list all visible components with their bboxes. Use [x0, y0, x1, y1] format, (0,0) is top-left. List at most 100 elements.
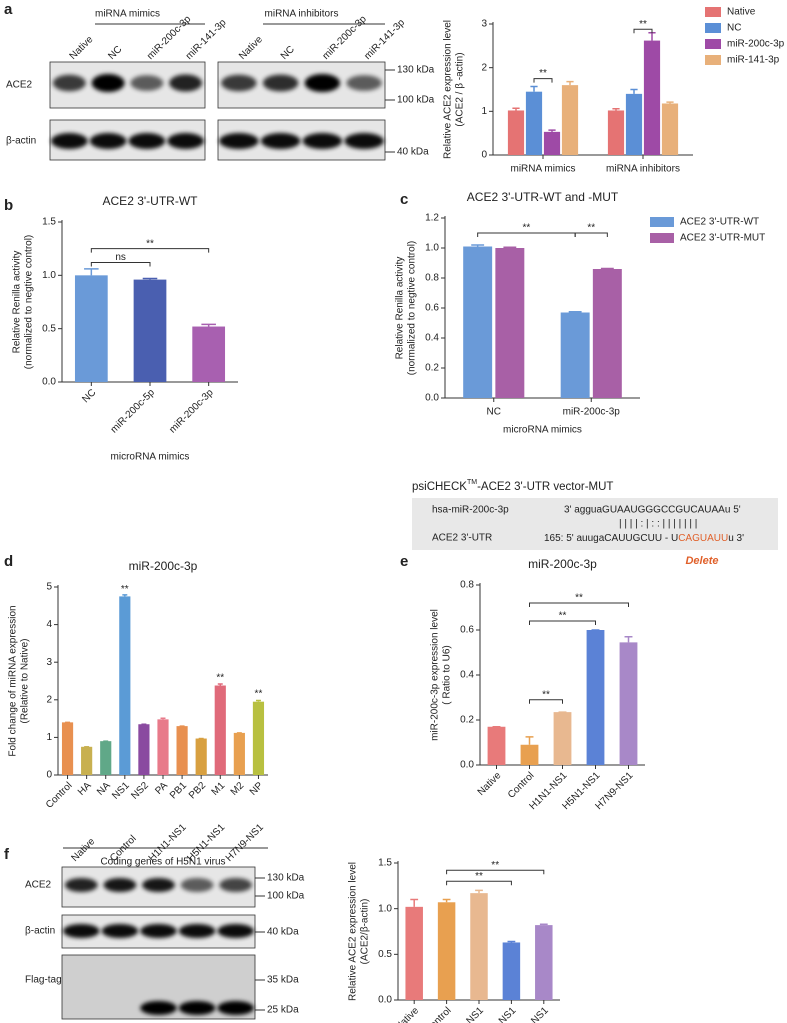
significance-label: ** [539, 68, 547, 79]
error-bar [525, 736, 534, 745]
y-axis-label: Relative Renilla activity [12, 251, 23, 354]
panel-label: f [4, 846, 10, 863]
y-tick-label: 4 [46, 619, 52, 630]
blot-band [302, 133, 343, 149]
y-tick-label: 1.5 [378, 858, 392, 869]
lane-label: NC [279, 44, 297, 62]
bar [507, 110, 525, 155]
bar [625, 93, 643, 155]
bar [138, 724, 150, 775]
significance-label: ** [475, 871, 483, 882]
blot-band [167, 133, 205, 149]
chart-title: ACE2 3'-UTR-WT and -MUT [467, 190, 619, 204]
bar [661, 103, 679, 155]
y-axis-label: ( Ratio to U6) [442, 645, 453, 704]
y-tick-label: 1 [46, 732, 52, 743]
sequence-box [412, 498, 778, 550]
y-axis-label: (normalized to negtive control) [24, 235, 35, 370]
blot-band [221, 74, 257, 92]
y-tick-label: 0.6 [460, 625, 474, 636]
row-label: β-actin [25, 926, 55, 937]
y-tick-label: 0.4 [460, 670, 474, 681]
seq-part: 165: 5' auugaCAUUGCUU - U [544, 533, 678, 544]
legend-swatch [650, 217, 674, 227]
y-tick-label: 0.2 [425, 363, 439, 374]
bar [535, 925, 553, 1000]
blot-band [101, 924, 139, 938]
group-label: miRNA inhibitors [265, 9, 339, 20]
marker-label: 130 kDa [267, 873, 305, 884]
bar [561, 85, 579, 155]
significance-label: ** [559, 611, 567, 622]
seq-label: ACE2 3'-UTR [432, 533, 492, 544]
y-tick-label: 0 [481, 150, 487, 161]
bar [463, 246, 493, 398]
legend-label: miR-200c-3p [727, 39, 785, 50]
y-tick-label: 3 [46, 657, 52, 668]
significance-label: ** [121, 584, 129, 595]
x-tick-label: Native [476, 770, 504, 798]
significance-bracket [90, 248, 210, 253]
x-tick-label: HA [76, 780, 94, 798]
row-label: ACE2 [25, 880, 52, 891]
y-tick-label: 0.5 [378, 949, 392, 960]
title-text: -ACE2 3'-UTR vector-MUT [477, 481, 613, 493]
error-bar [548, 129, 556, 132]
panel-label: a [4, 1, 13, 18]
y-tick-label: 0.0 [42, 377, 56, 388]
significance-bracket [633, 28, 653, 34]
legend-swatch [705, 7, 721, 17]
y-tick-label: 1.0 [425, 243, 439, 254]
x-tick-label: M1 [210, 780, 228, 798]
bar [157, 719, 169, 775]
y-tick-label: 0.2 [460, 715, 474, 726]
lane-label: Native [70, 836, 98, 864]
x-tick-label: NS2 [129, 780, 151, 802]
legend-swatch [705, 23, 721, 33]
blot-band [62, 924, 100, 938]
lane-label: H7N9-NS1 [224, 822, 266, 864]
error-bar [530, 85, 538, 92]
bar [252, 701, 265, 775]
marker-label: 35 kDa [267, 975, 299, 986]
bar [233, 732, 245, 775]
x-tick-label: miRNA mimics [511, 164, 576, 175]
error-bar [507, 940, 516, 943]
blot-band [130, 75, 164, 91]
legend-label: ACE2 3'-UTR-MUT [680, 233, 765, 244]
title-sup: TM [467, 479, 477, 486]
y-tick-label: 0 [46, 770, 52, 781]
y-tick-label: 1.5 [42, 217, 56, 228]
bar [470, 893, 488, 1000]
y-tick-label: 0.0 [425, 393, 439, 404]
panel-label: b [4, 197, 13, 214]
error-bar [566, 80, 574, 86]
seq-text: 3' agguaGUAAUGGGCCGUCAUAAu 5' [564, 505, 741, 516]
y-axis-label: Relative Renilla activity [395, 257, 406, 360]
bar [543, 131, 561, 155]
error-bar [630, 88, 638, 94]
significance-bracket [574, 232, 608, 237]
significance-bracket [529, 699, 563, 704]
blot-band [178, 1001, 216, 1015]
y-axis-label: miR-200c-3p expression level [430, 609, 441, 741]
marker-label: 25 kDa [267, 1005, 299, 1016]
bar [560, 312, 590, 398]
x-tick-label: miR-200c-5p [109, 387, 158, 436]
blot-band [304, 74, 341, 92]
bar [133, 279, 167, 382]
error-bar [217, 683, 223, 686]
y-tick-label: 0.5 [42, 323, 56, 334]
legend-label: miR-141-3p [727, 55, 780, 66]
blot-band [169, 74, 203, 92]
blot-band [142, 878, 175, 892]
lane-label: Native [237, 34, 265, 62]
y-tick-label: 1.0 [378, 903, 392, 914]
bar [525, 91, 543, 155]
group-label: miRNA mimics [95, 9, 160, 20]
title-text: psiCHECK [412, 481, 467, 493]
significance-label: ** [587, 223, 595, 234]
blot-band [217, 924, 255, 938]
y-axis-label: (Relative to Native) [20, 638, 31, 723]
blot-band [346, 75, 382, 91]
